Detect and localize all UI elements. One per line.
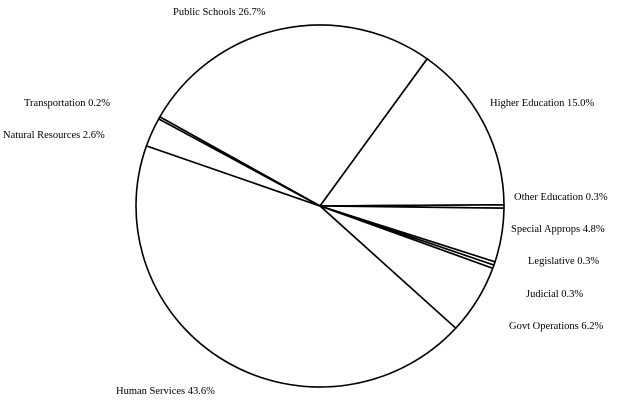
- pie-slice-public-schools: [159, 24, 428, 207]
- slice-label-special-approps: Special Approps 4.8%: [511, 224, 605, 235]
- slice-label-human-services: Human Services 43.6%: [116, 386, 215, 397]
- pie-slices: [135, 24, 505, 388]
- slice-label-other-education: Other Education 0.3%: [514, 192, 608, 203]
- slice-label-public-schools: Public Schools 26.7%: [173, 7, 266, 18]
- pie-slice-higher-education: [319, 58, 505, 207]
- slice-label-natural-resources: Natural Resources 2.6%: [3, 130, 105, 141]
- slice-label-govt-operations: Govt Operations 6.2%: [509, 321, 603, 332]
- pie-slice-human-services: [135, 145, 457, 388]
- pie-slice-transportation: [157, 116, 321, 207]
- slice-label-higher-education: Higher Education 15.0%: [490, 98, 594, 109]
- slice-label-judicial: Judicial 0.3%: [526, 289, 583, 300]
- slice-label-transportation: Transportation 0.2%: [24, 98, 110, 109]
- slice-label-legislative: Legislative 0.3%: [528, 256, 599, 267]
- pie-labels: Public Schools 26.7% Higher Education 15.…: [3, 7, 608, 397]
